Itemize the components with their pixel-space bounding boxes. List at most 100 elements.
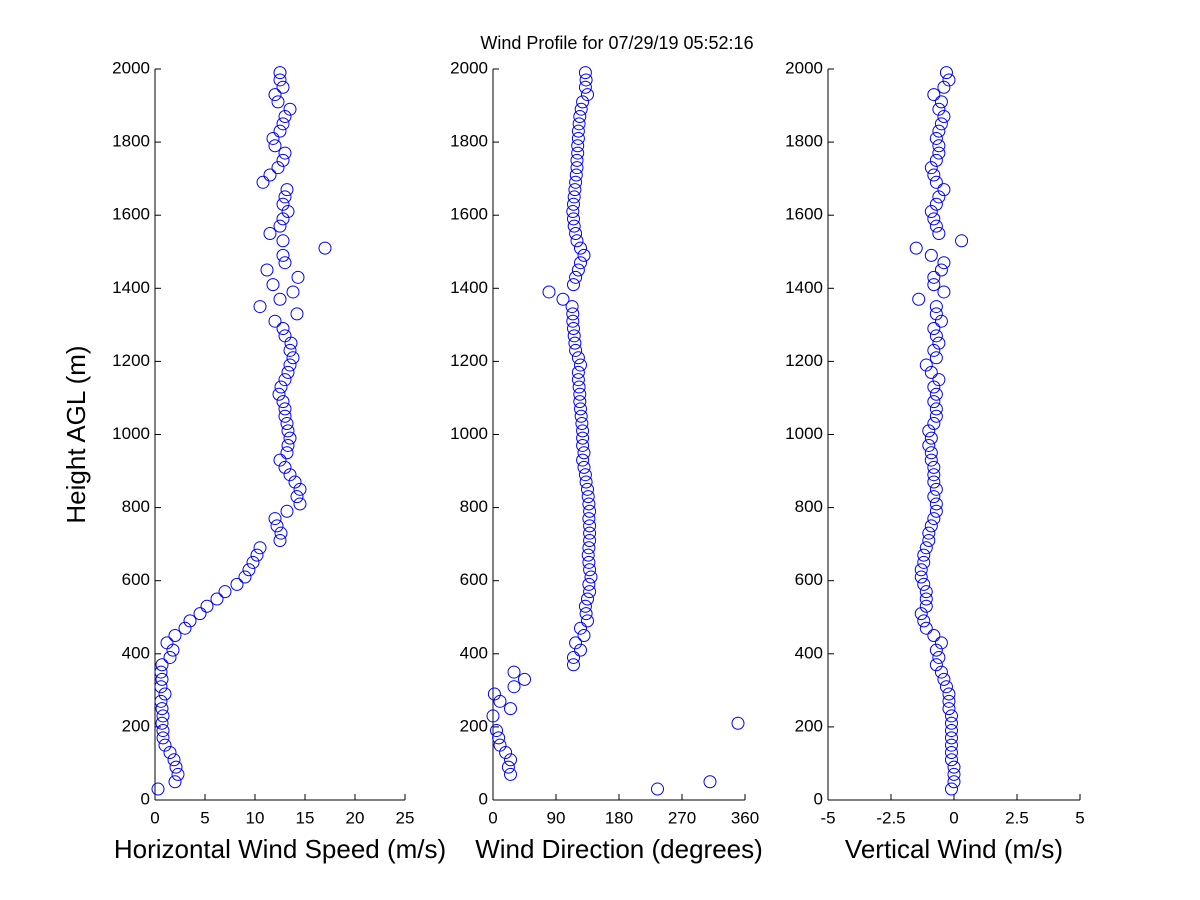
point <box>283 431 297 445</box>
point <box>932 139 946 153</box>
point <box>504 753 517 767</box>
x-tick-label: 270 <box>668 808 696 827</box>
point <box>914 607 928 621</box>
point <box>924 446 938 460</box>
point <box>168 775 182 789</box>
point <box>578 468 592 482</box>
point <box>273 219 287 233</box>
point <box>934 117 948 131</box>
point <box>574 102 588 116</box>
point <box>924 519 938 533</box>
point <box>944 753 958 767</box>
point <box>909 241 923 255</box>
point <box>568 183 582 197</box>
point <box>581 614 594 628</box>
point <box>944 782 958 796</box>
point <box>583 504 597 518</box>
point <box>917 555 931 569</box>
point <box>280 504 294 518</box>
point <box>922 526 936 540</box>
point <box>944 745 958 759</box>
point <box>929 643 943 657</box>
point <box>266 131 280 145</box>
y-tick-label: 1800 <box>785 132 823 151</box>
point <box>581 482 594 496</box>
point <box>158 687 172 701</box>
point <box>273 533 287 547</box>
point <box>576 453 590 467</box>
point <box>569 175 583 189</box>
point <box>266 278 280 292</box>
point <box>919 541 933 555</box>
point <box>268 314 282 328</box>
point <box>919 621 933 635</box>
point <box>947 760 961 774</box>
point <box>571 131 585 145</box>
point <box>942 687 956 701</box>
point <box>939 680 953 694</box>
point <box>581 548 595 562</box>
point <box>576 431 590 445</box>
point <box>154 694 168 708</box>
x-axis-label: Vertical Wind (m/s) <box>845 834 1063 864</box>
point <box>581 88 594 102</box>
point <box>566 307 580 321</box>
point <box>574 241 587 255</box>
point <box>583 585 597 599</box>
point <box>250 548 264 562</box>
point <box>290 490 304 504</box>
point <box>569 168 583 182</box>
x-tick-label: 180 <box>605 808 633 827</box>
point <box>501 760 515 774</box>
point <box>507 665 521 679</box>
point <box>581 490 595 504</box>
point <box>927 278 941 292</box>
point <box>569 343 583 357</box>
point <box>268 88 282 102</box>
y-tick-label: 1800 <box>112 132 150 151</box>
point <box>276 395 290 409</box>
point <box>947 775 961 789</box>
point <box>929 497 943 511</box>
point <box>273 453 287 467</box>
point <box>917 614 931 628</box>
x-tick-label: 0 <box>949 808 958 827</box>
point <box>171 767 185 781</box>
x-axis-label: Wind Direction (degrees) <box>475 834 763 864</box>
y-tick-label: 2000 <box>112 58 150 77</box>
point <box>566 205 580 219</box>
point <box>924 431 938 445</box>
point <box>574 409 588 423</box>
point <box>927 212 941 226</box>
point <box>922 424 936 438</box>
point <box>230 577 244 591</box>
point <box>929 658 943 672</box>
point <box>210 592 224 606</box>
point <box>542 285 556 299</box>
point <box>288 475 302 489</box>
point <box>571 365 585 379</box>
point <box>486 709 500 723</box>
point <box>929 409 943 423</box>
y-tick-label: 1600 <box>785 205 823 224</box>
point <box>574 256 587 270</box>
point <box>280 183 294 197</box>
point <box>573 395 587 409</box>
point <box>577 446 591 460</box>
point <box>937 183 951 197</box>
y-tick-label: 400 <box>795 643 823 662</box>
point <box>579 73 593 87</box>
point <box>567 658 580 672</box>
point <box>200 599 214 613</box>
y-tick-label: 600 <box>122 570 150 589</box>
y-tick-label: 1200 <box>785 351 823 370</box>
point <box>565 300 579 314</box>
point <box>934 314 948 328</box>
point <box>276 248 290 262</box>
point <box>281 205 295 219</box>
point <box>274 526 288 540</box>
point <box>927 460 941 474</box>
point <box>293 482 307 496</box>
point <box>276 80 290 94</box>
point <box>932 102 946 116</box>
